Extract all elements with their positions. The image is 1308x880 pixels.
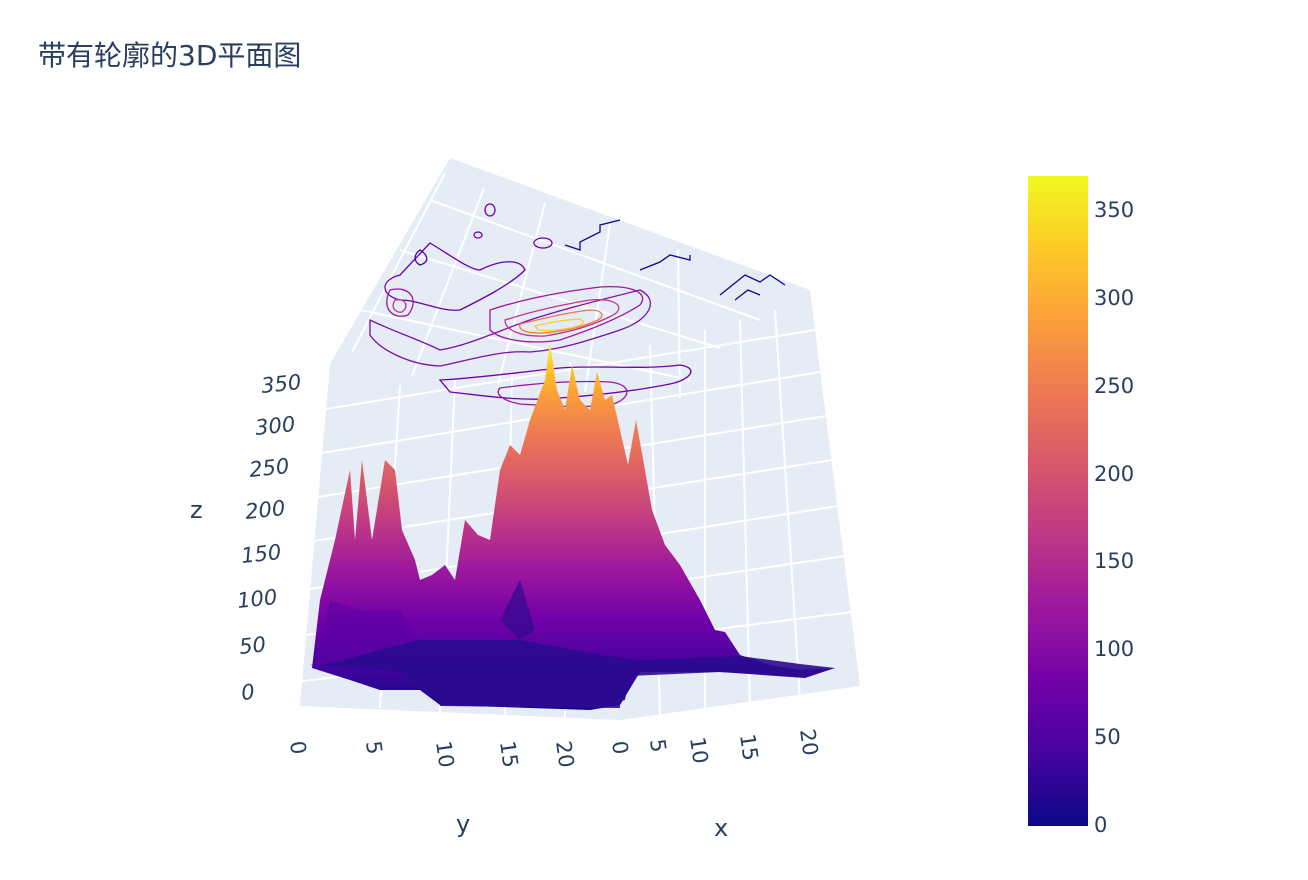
colorbar-tick-label: 50 bbox=[1094, 725, 1121, 750]
colorbar-tick-label: 0 bbox=[1094, 813, 1108, 837]
z-tick-label: 0 bbox=[240, 680, 256, 705]
z-tick-label: 350 bbox=[260, 370, 302, 398]
y-tick-label: 0 bbox=[285, 739, 311, 756]
x-axis-title: x bbox=[714, 814, 728, 842]
contour-plane bbox=[330, 158, 810, 364]
x-tick-label: 20 bbox=[795, 727, 822, 757]
y-tick-label: 20 bbox=[551, 739, 578, 769]
x-axis-ticks: 0 5 10 15 20 bbox=[607, 727, 822, 765]
colorbar-tick-label: 350 bbox=[1094, 198, 1135, 223]
x-tick-label: 0 bbox=[607, 739, 633, 756]
y-tick-label: 10 bbox=[431, 739, 458, 769]
y-tick-label: 5 bbox=[361, 739, 387, 756]
y-tick-label: 15 bbox=[495, 739, 522, 769]
colorbar-tick-label: 150 bbox=[1094, 549, 1135, 574]
x-tick-label: 10 bbox=[685, 735, 712, 765]
y-axis-title: y bbox=[456, 810, 470, 838]
z-axis-ticks: 0 50 100 150 200 250 300 350 bbox=[236, 370, 302, 705]
z-axis-title: z bbox=[190, 496, 203, 524]
z-tick-label: 150 bbox=[240, 540, 282, 568]
colorbar-tick-label: 200 bbox=[1094, 461, 1135, 486]
z-tick-label: 50 bbox=[238, 632, 267, 659]
colorbar-tick-label: 250 bbox=[1094, 373, 1135, 398]
chart-title: 带有轮廓的3D平面图 bbox=[38, 39, 302, 72]
contour-lines bbox=[369, 203, 786, 408]
x-tick-label: 15 bbox=[735, 732, 762, 762]
y-axis-ticks: 0 5 10 15 20 bbox=[285, 739, 578, 769]
surface[interactable] bbox=[310, 343, 835, 710]
colorbar-tick-label: 100 bbox=[1094, 637, 1135, 662]
z-tick-label: 100 bbox=[236, 585, 278, 613]
x-tick-label: 5 bbox=[645, 737, 671, 754]
colorbar bbox=[1028, 176, 1088, 826]
contour-plane-grid bbox=[351, 172, 761, 399]
z-tick-label: 250 bbox=[248, 454, 290, 482]
z-tick-label: 200 bbox=[244, 496, 286, 524]
colorbar-tick-label: 300 bbox=[1094, 285, 1135, 310]
z-tick-label: 300 bbox=[254, 412, 296, 440]
